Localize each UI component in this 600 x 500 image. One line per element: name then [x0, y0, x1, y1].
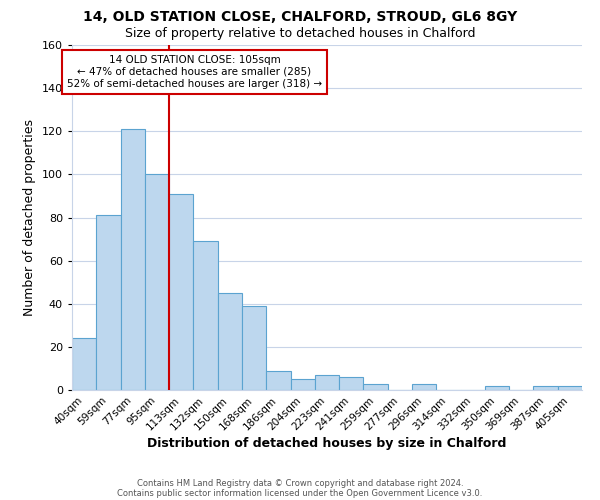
- Bar: [145, 174, 169, 390]
- Text: Contains public sector information licensed under the Open Government Licence v3: Contains public sector information licen…: [118, 488, 482, 498]
- Bar: [412, 384, 436, 390]
- Bar: [218, 293, 242, 390]
- Bar: [242, 306, 266, 390]
- Bar: [315, 375, 339, 390]
- Text: Size of property relative to detached houses in Chalford: Size of property relative to detached ho…: [125, 28, 475, 40]
- Text: 14 OLD STATION CLOSE: 105sqm
← 47% of detached houses are smaller (285)
52% of s: 14 OLD STATION CLOSE: 105sqm ← 47% of de…: [67, 56, 322, 88]
- Bar: [266, 370, 290, 390]
- Text: Contains HM Land Registry data © Crown copyright and database right 2024.: Contains HM Land Registry data © Crown c…: [137, 478, 463, 488]
- Bar: [121, 129, 145, 390]
- Bar: [290, 379, 315, 390]
- Bar: [339, 377, 364, 390]
- Y-axis label: Number of detached properties: Number of detached properties: [23, 119, 36, 316]
- Bar: [96, 216, 121, 390]
- Bar: [364, 384, 388, 390]
- Bar: [169, 194, 193, 390]
- X-axis label: Distribution of detached houses by size in Chalford: Distribution of detached houses by size …: [148, 438, 506, 450]
- Bar: [558, 386, 582, 390]
- Bar: [193, 241, 218, 390]
- Bar: [533, 386, 558, 390]
- Bar: [72, 338, 96, 390]
- Text: 14, OLD STATION CLOSE, CHALFORD, STROUD, GL6 8GY: 14, OLD STATION CLOSE, CHALFORD, STROUD,…: [83, 10, 517, 24]
- Bar: [485, 386, 509, 390]
